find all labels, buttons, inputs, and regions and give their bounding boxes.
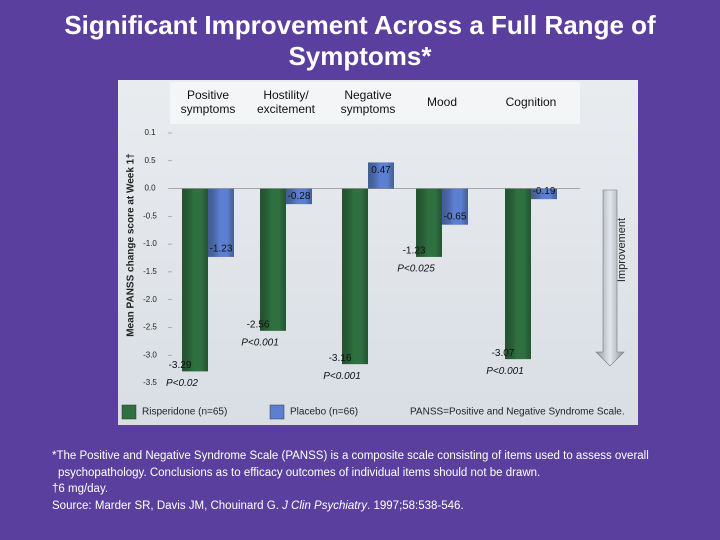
legend-label: Risperidone (n=65) bbox=[142, 407, 227, 418]
bar-shade bbox=[442, 188, 468, 225]
value-label: -1.23 bbox=[210, 244, 233, 255]
category-header: Mood bbox=[426, 95, 458, 109]
y-tick-label: -2.5 bbox=[143, 323, 157, 332]
arrow-label: Improvement bbox=[616, 218, 628, 282]
value-label: 0.47 bbox=[371, 165, 391, 176]
x-tick-label: Negative symptoms bbox=[340, 88, 396, 116]
value-label: -1.23 bbox=[403, 246, 426, 257]
y-tick-label: -2.0 bbox=[143, 295, 157, 304]
p-value: P<0.001 bbox=[323, 371, 361, 382]
y-tick-label: -0.5 bbox=[143, 211, 157, 220]
bar-shade bbox=[208, 188, 234, 257]
y-tick-label: 0.1 bbox=[144, 128, 156, 137]
bar-shade bbox=[286, 188, 312, 205]
source-text: . 1997;58:538-546. bbox=[367, 499, 464, 512]
footnote: *The Positive and Negative Syndrome Scal… bbox=[52, 450, 649, 479]
bar-shade bbox=[368, 162, 394, 189]
category-header: Positive symptoms bbox=[180, 88, 236, 116]
source-text: Source: Marder SR, Davis JM, Chouinard G… bbox=[52, 499, 283, 512]
category-header: Cognition bbox=[505, 95, 557, 109]
value-label: -3.16 bbox=[329, 353, 352, 364]
y-tick-label: -3.5 bbox=[143, 378, 157, 387]
y-tick-label: 0.0 bbox=[144, 184, 156, 193]
x-tick-label: Hostility/ excitement bbox=[256, 88, 316, 116]
p-value: P<0.001 bbox=[486, 366, 524, 377]
y-tick-label: -3.0 bbox=[143, 350, 157, 359]
source: Source: Marder SR, Davis JM, Chouinard G… bbox=[52, 498, 692, 515]
y-tick-label: -1.0 bbox=[143, 239, 157, 248]
legend-swatch bbox=[121, 404, 137, 420]
value-label: -3.07 bbox=[492, 348, 515, 359]
note: PANSS=Positive and Negative Syndrome Sca… bbox=[410, 407, 625, 418]
category-header: Negative symptoms bbox=[340, 88, 396, 116]
bar-shade bbox=[342, 188, 368, 365]
journal: J Clin Psychiatry bbox=[282, 499, 368, 512]
p-value: P<0.02 bbox=[166, 378, 198, 389]
bar-shade bbox=[531, 188, 557, 200]
header-band bbox=[170, 82, 580, 124]
footnotes: *The Positive and Negative Syndrome Scal… bbox=[52, 448, 692, 514]
y-tick-label: 0.5 bbox=[144, 156, 156, 165]
legend-label: Placebo (n=66) bbox=[290, 407, 358, 418]
slide-title: Significant Improvement Across a Full Ra… bbox=[64, 10, 656, 71]
bar-shade bbox=[416, 188, 442, 257]
y-axis-label: Mean PANSS change score at Week 1† bbox=[126, 153, 137, 337]
x-tick-label: Positive symptoms bbox=[180, 88, 236, 116]
category-header: Hostility/ excitement bbox=[256, 88, 316, 116]
x-tick-label: Mood bbox=[426, 95, 458, 109]
y-tick-label: -1.5 bbox=[143, 267, 157, 276]
bar-shade bbox=[182, 188, 208, 372]
value-label: -0.28 bbox=[288, 191, 311, 202]
p-value: P<0.001 bbox=[241, 337, 279, 348]
bar-shade bbox=[260, 188, 286, 331]
bar-shade bbox=[505, 188, 531, 360]
p-value: P<0.025 bbox=[397, 264, 435, 275]
x-tick-label: Cognition bbox=[505, 95, 557, 109]
value-label: -0.19 bbox=[533, 186, 556, 197]
value-label: -0.65 bbox=[444, 211, 467, 222]
footnote: †6 mg/day. bbox=[52, 483, 109, 495]
improvement-arrow bbox=[595, 189, 625, 367]
value-label: -3.29 bbox=[169, 360, 192, 371]
value-label: -2.56 bbox=[247, 319, 270, 330]
legend-swatch bbox=[269, 404, 285, 420]
